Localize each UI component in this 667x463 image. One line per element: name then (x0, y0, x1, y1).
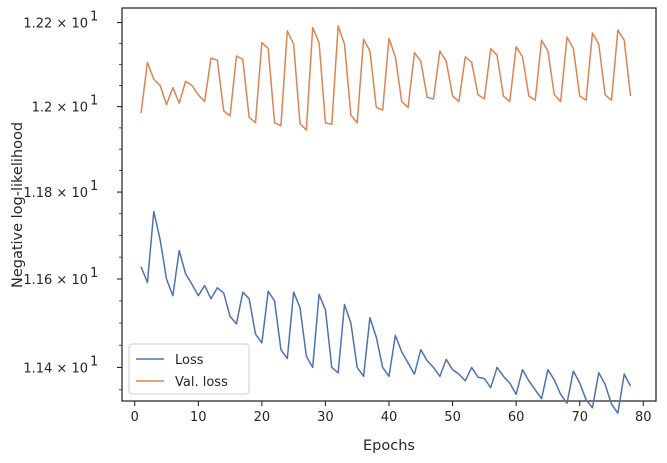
y-tick-exponent: 1 (90, 94, 98, 109)
legend: Loss Val. loss (128, 343, 250, 395)
series-line-loss (140, 210, 632, 414)
legend-label-val-loss: Val. loss (175, 375, 228, 390)
series-line-val-loss (140, 25, 632, 131)
y-tick-label: 1.16 × 10 (23, 273, 88, 288)
x-tick-label: 30 (317, 410, 334, 425)
x-tick-label: 10 (190, 410, 207, 425)
y-tick-exponent: 1 (90, 354, 98, 369)
x-tick-label: 40 (381, 410, 398, 425)
x-axis-title: Epochs (363, 438, 415, 454)
y-axis: 1.14 × 10 11.16 × 10 11.18 × 10 11.2 × 10 11… (23, 10, 122, 391)
x-tick-label: 50 (444, 410, 461, 425)
y-tick-label: 1.14 × 10 (23, 361, 88, 376)
x-axis: 0 10 20 30 40 50 60 70 80 (131, 401, 652, 425)
legend-label-loss: Loss (175, 353, 204, 368)
y-axis-title: Negative log-likelihood (10, 122, 26, 288)
x-tick-label: 70 (571, 410, 588, 425)
y-tick-exponent: 1 (90, 266, 98, 281)
y-tick-label: 1.18 × 10 (23, 186, 88, 201)
series-lines (140, 25, 632, 414)
x-tick-label: 60 (508, 410, 525, 425)
y-tick-exponent: 1 (90, 179, 98, 194)
x-tick-label: 0 (131, 410, 139, 425)
y-tick-exponent: 1 (90, 10, 98, 25)
x-tick-label: 20 (254, 410, 271, 425)
y-tick-label: 1.2 × 10 (32, 101, 88, 116)
x-tick-label: 80 (635, 410, 652, 425)
y-tick-label: 1.22 × 10 (23, 17, 88, 32)
